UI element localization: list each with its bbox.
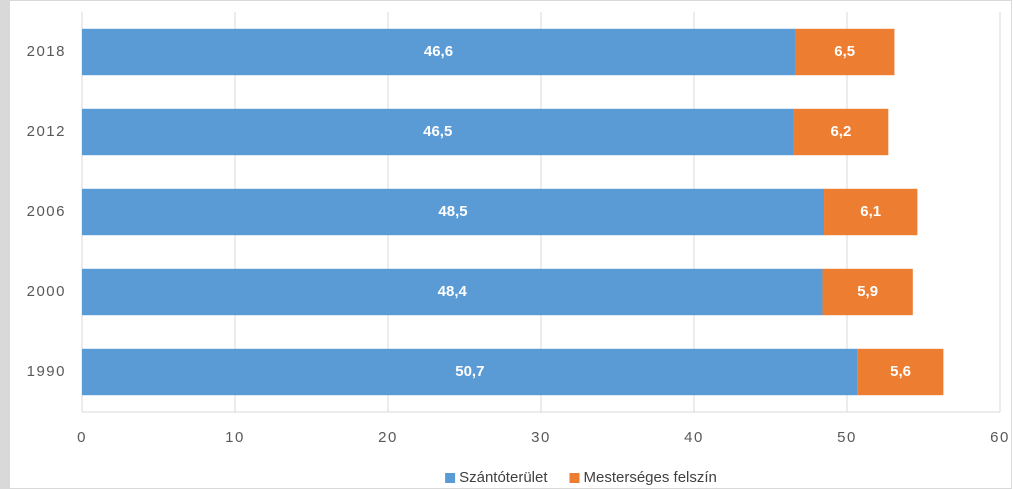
value-label: 5,6	[890, 363, 911, 380]
value-label: 6,5	[834, 43, 855, 60]
value-label: 48,5	[438, 203, 467, 220]
bar-segment	[794, 28, 895, 76]
bar-segment	[793, 108, 889, 156]
value-label: 46,5	[423, 123, 452, 140]
x-tick-label: 20	[378, 429, 398, 446]
bar-segment	[824, 188, 918, 236]
bar-segment	[82, 28, 795, 76]
y-tick-label: 2018	[27, 43, 66, 60]
legend-swatch	[445, 473, 456, 483]
y-tick-label: 1990	[27, 363, 66, 380]
bar-segment	[822, 268, 913, 316]
side-strip	[0, 0, 9, 489]
x-tick-label: 10	[225, 429, 245, 446]
bar-segment	[82, 108, 794, 156]
x-tick-label: 40	[684, 429, 704, 446]
value-label: 48,4	[438, 283, 468, 300]
bar-segment	[82, 348, 858, 396]
y-tick-label: 2006	[27, 203, 66, 220]
legend-swatch	[569, 473, 580, 483]
bar-segment	[82, 188, 825, 236]
value-label: 6,2	[830, 123, 851, 140]
bar-segment	[82, 268, 823, 316]
x-tick-label: 50	[837, 429, 857, 446]
value-label: 6,1	[860, 203, 881, 220]
legend-label: Szántóterület	[459, 469, 548, 486]
value-label: 5,9	[857, 283, 878, 300]
value-label: 50,7	[455, 363, 484, 380]
legend-label: Mesterséges felszín	[584, 469, 717, 486]
value-label: 46,6	[424, 43, 453, 60]
x-tick-label: 0	[77, 429, 87, 446]
x-tick-label: 30	[531, 429, 551, 446]
bar-segment	[857, 348, 944, 396]
x-tick-label: 60	[990, 429, 1010, 446]
y-tick-label: 2000	[27, 283, 66, 300]
y-tick-label: 2012	[27, 123, 66, 140]
